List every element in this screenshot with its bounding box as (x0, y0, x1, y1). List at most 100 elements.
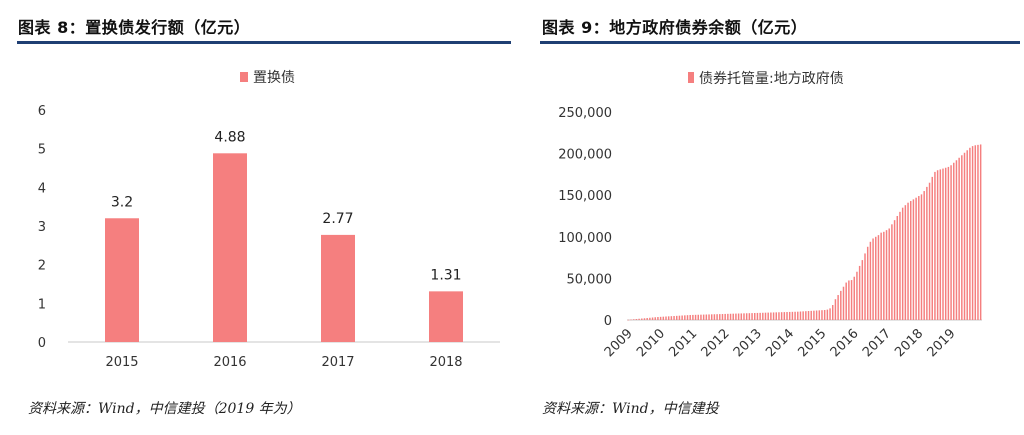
bar-2019-02 (953, 162, 955, 320)
bar-2015-04 (829, 308, 831, 320)
bar-2016-11 (880, 232, 882, 320)
y-tick-label: 150,000 (558, 189, 612, 204)
bar-2009-06 (641, 318, 643, 320)
bar-2018-12 (947, 166, 950, 320)
bar-2019-09 (971, 146, 974, 320)
figure-9-source: 资料来源：Wind，中信建投 (542, 401, 719, 417)
bar-2015-12 (850, 280, 853, 320)
bar-2019-11 (977, 144, 979, 320)
legend-label: 债券托管量:地方政府债 (699, 71, 844, 87)
bar-2009-10 (651, 317, 654, 320)
bar-2016-10 (877, 235, 880, 320)
figure-9-chart: 债券托管量:地方政府债 0 50,000 100,000 150,000 200,000 2… (558, 71, 982, 360)
bar-2014-09 (810, 310, 812, 320)
bar-2009-11 (654, 317, 656, 320)
bar-2016-12 (883, 231, 885, 320)
y-tick-label: 200,000 (558, 148, 612, 163)
bar-2018-09 (939, 169, 942, 320)
figure-8-title: 图表 8：置换债发行额（亿元） (18, 18, 251, 37)
y-tick-label: 6 (38, 104, 46, 119)
bar-2009-07 (643, 318, 646, 320)
y-tick-label: 100,000 (558, 231, 612, 246)
bar-2015-03 (826, 309, 829, 320)
bar-2015-07 (837, 295, 839, 320)
data-label-2018: 1.31 (430, 267, 461, 283)
bar-2018-08 (936, 170, 939, 320)
bar-2013-05 (767, 312, 769, 320)
figure-9-title-rule (540, 41, 1020, 44)
bar-2015-06 (834, 299, 837, 320)
bar-2015-09 (842, 286, 845, 320)
y-tick-label: 0 (604, 314, 612, 329)
x-tick-label: 2010 (634, 326, 668, 360)
x-tick-label: 2019 (925, 326, 959, 360)
bar-2009-08 (646, 318, 648, 320)
bar-2014-02 (791, 311, 794, 320)
bar-2016-07 (869, 241, 872, 320)
bar-2017-02 (888, 228, 890, 320)
bar-2016-01 (853, 276, 855, 320)
x-tick-label: 2015 (795, 326, 829, 360)
bar-2012-03 (729, 313, 732, 320)
bar-2009-05 (638, 318, 640, 320)
bar-2011-05 (702, 314, 705, 320)
bar-2019-04 (958, 157, 960, 320)
bar-2013-03 (762, 312, 764, 320)
legend-swatch (688, 72, 694, 83)
bar-2019-12 (979, 144, 982, 320)
bar-2014-03 (794, 311, 796, 320)
bar-2012-06 (737, 313, 740, 320)
bar-2009-12 (657, 317, 659, 320)
data-label-2016: 4.88 (214, 129, 245, 145)
y-tick-label: 0 (38, 336, 46, 351)
bar-2012-10 (748, 313, 751, 320)
bar-2012-01 (724, 313, 726, 320)
bar-2014-04 (797, 311, 799, 320)
bar-2016-06 (866, 246, 869, 320)
bar-2013-01 (756, 312, 759, 320)
bar-2017-11 (912, 199, 915, 320)
bar-2017-09 (907, 202, 909, 320)
bar-2009-04 (635, 319, 638, 320)
bar-2018-01 (918, 196, 920, 320)
bar-2011-10 (716, 314, 718, 320)
bar-2014-08 (807, 311, 810, 320)
bar-2017-10 (909, 201, 912, 320)
bar-2018-05 (928, 182, 931, 320)
bar-2018-04 (926, 186, 928, 320)
bar-2013-04 (764, 312, 767, 320)
bar-2018-07 (934, 171, 936, 320)
bar-2010-04 (667, 316, 670, 320)
bar-2012-09 (745, 313, 748, 320)
bar-2013-07 (772, 312, 775, 320)
bar-2017-08 (904, 205, 907, 320)
bar-2010-07 (676, 315, 678, 320)
y-tick-label: 3 (38, 220, 46, 235)
bar-2015-08 (840, 290, 842, 320)
bar-2014-05 (799, 311, 802, 320)
bar-2012-02 (727, 313, 729, 320)
bar-2013-10 (780, 312, 783, 320)
bar-2011-12 (721, 314, 724, 320)
figure-9-title: 图表 9：地方政府债券余额（亿元） (542, 18, 808, 37)
bar-2011-06 (705, 314, 708, 320)
bar-2015-11 (848, 280, 850, 320)
bar-2010-12 (689, 315, 691, 320)
bar-2014-01 (788, 311, 791, 320)
bar-2009-03 (632, 319, 635, 320)
bar-2014-06 (802, 311, 804, 320)
bar-2012-05 (735, 313, 737, 320)
bar-2012-07 (740, 313, 743, 320)
bar-2016 (213, 153, 247, 342)
bar-2019-07 (966, 150, 968, 320)
data-label-2017: 2.77 (322, 211, 353, 227)
x-tick-label: 2015 (105, 355, 138, 370)
bar-2017-04 (893, 220, 896, 320)
bar-2017-06 (899, 211, 901, 320)
bar-2013-11 (783, 312, 786, 320)
bar-2015-05 (831, 305, 834, 320)
bar-2017-12 (915, 197, 917, 320)
bar-2012-08 (743, 313, 745, 320)
bar-2009-09 (649, 317, 651, 320)
bar-2017-01 (885, 230, 888, 320)
